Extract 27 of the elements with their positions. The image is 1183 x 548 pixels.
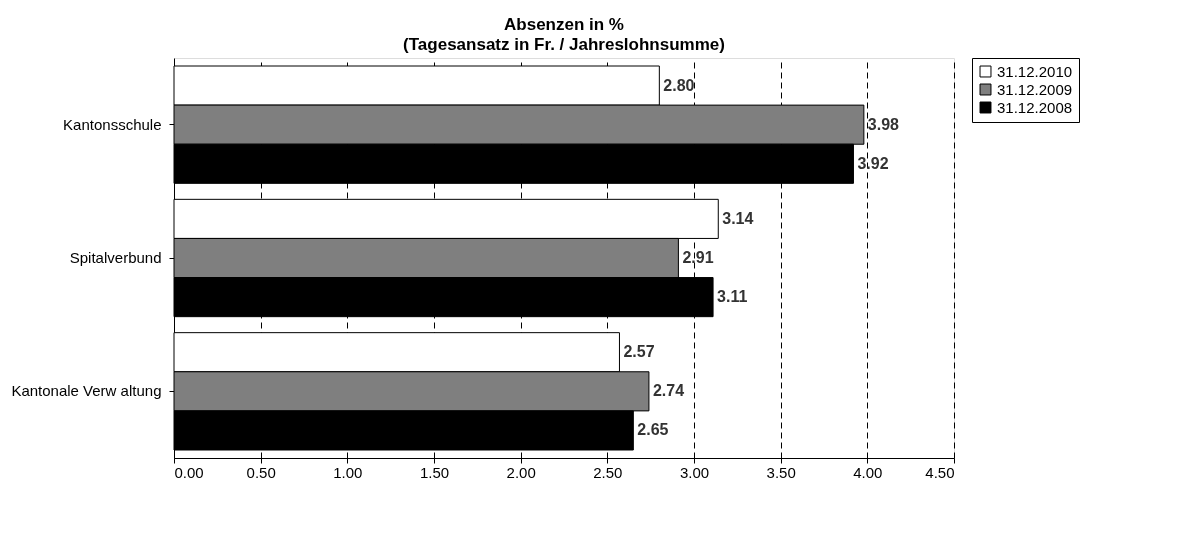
x-tick-label: 1.50 bbox=[419, 463, 450, 481]
data-label: 2.80 bbox=[663, 76, 695, 94]
y-tick-label: Spitalverbund bbox=[69, 249, 162, 266]
x-tick-label: 4.50 bbox=[925, 463, 955, 481]
data-label: 2.57 bbox=[623, 343, 655, 361]
data-label: 3.14 bbox=[722, 209, 754, 227]
x-tick-label: 1.00 bbox=[333, 463, 363, 481]
x-tick-label: 2.00 bbox=[506, 463, 536, 481]
data-label: 3.11 bbox=[717, 288, 748, 306]
data-label: 3.98 bbox=[867, 115, 900, 133]
x-tick-label: 0.00 bbox=[174, 463, 204, 481]
x-tick-label: 2.50 bbox=[593, 463, 623, 481]
y-tick-label: Kantonale Verw altung bbox=[11, 382, 162, 400]
legend-label: 31.12.2008 bbox=[997, 98, 1073, 116]
legend-label: 31.12.2010 bbox=[997, 62, 1073, 80]
data-label: 2.91 bbox=[682, 249, 714, 266]
y-tick-label: Kantonsschule bbox=[63, 115, 162, 133]
chart-title: Absenzen in % bbox=[504, 14, 624, 34]
data-label: 2.74 bbox=[652, 382, 685, 400]
x-tick-label: 3.00 bbox=[679, 463, 710, 481]
data-label: 2.65 bbox=[637, 421, 669, 439]
x-tick-label: 4.00 bbox=[853, 463, 883, 481]
x-tick-label: 3.50 bbox=[766, 463, 796, 481]
chart-subtitle: (Tagesansatz in Fr. / Jahreslohnsumme) bbox=[403, 34, 725, 54]
data-label: 3.92 bbox=[857, 154, 889, 172]
x-tick-label: 0.50 bbox=[246, 463, 276, 481]
legend-label: 31.12.2009 bbox=[997, 80, 1073, 98]
